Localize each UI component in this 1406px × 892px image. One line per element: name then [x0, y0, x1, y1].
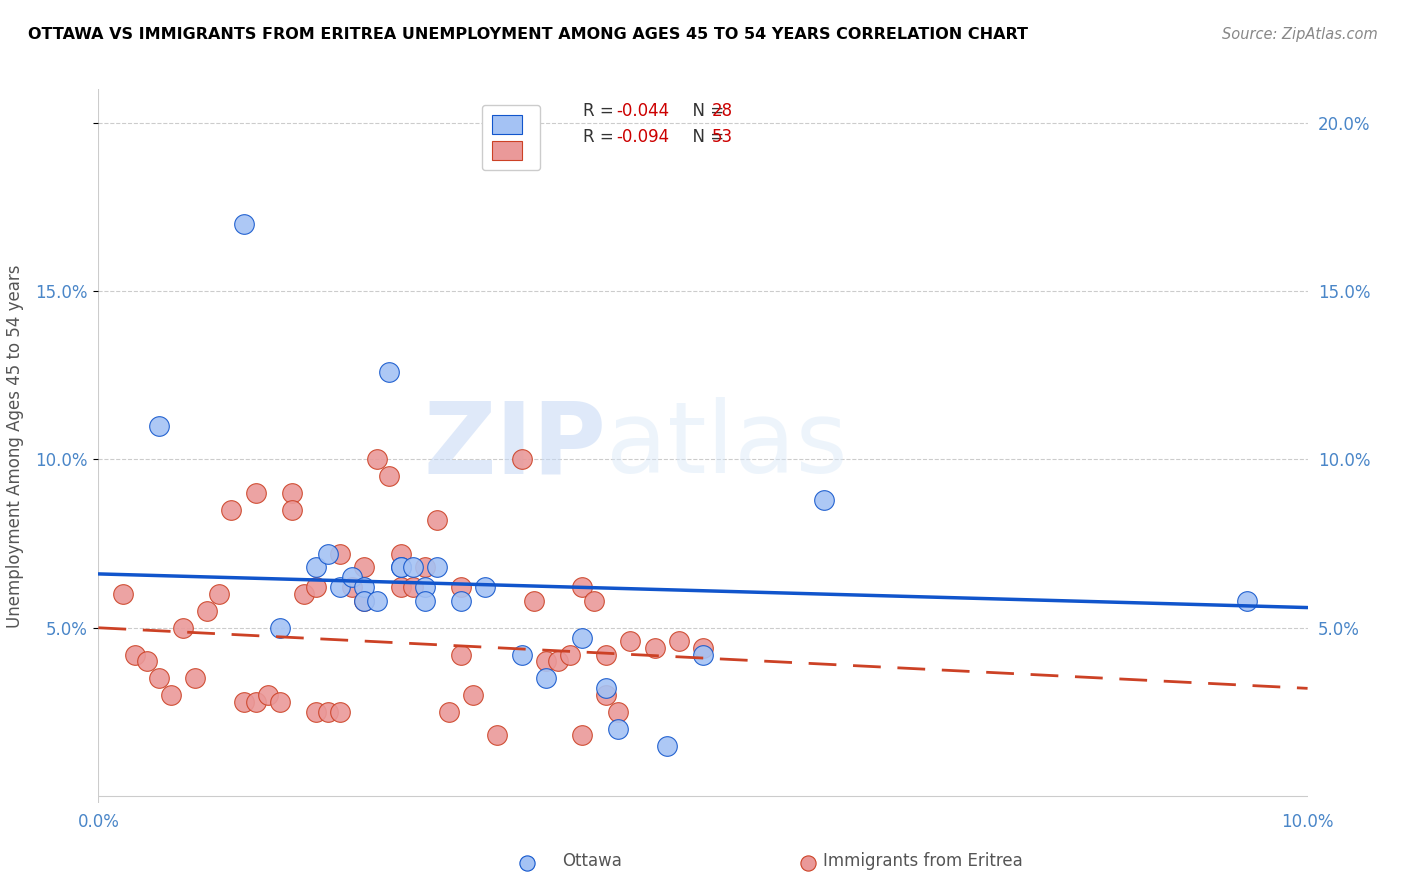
Point — [426, 560, 449, 574]
Point — [402, 580, 425, 594]
Point — [377, 469, 399, 483]
Point — [160, 688, 183, 702]
Point — [619, 634, 641, 648]
Point — [571, 729, 593, 743]
Point — [1236, 594, 1258, 608]
Point — [813, 492, 835, 507]
Point — [366, 452, 388, 467]
Text: OTTAWA VS IMMIGRANTS FROM ERITREA UNEMPLOYMENT AMONG AGES 45 TO 54 YEARS CORRELA: OTTAWA VS IMMIGRANTS FROM ERITREA UNEMPL… — [28, 27, 1028, 42]
Point — [413, 594, 436, 608]
Point — [413, 560, 436, 574]
Text: atlas: atlas — [606, 398, 848, 494]
Point — [329, 547, 352, 561]
Point — [342, 580, 364, 594]
Point — [571, 631, 593, 645]
Point — [474, 580, 496, 594]
Point — [797, 855, 820, 870]
Point — [437, 705, 460, 719]
Point — [316, 547, 339, 561]
Point — [195, 604, 218, 618]
Point — [607, 722, 630, 736]
Point — [366, 594, 388, 608]
Point — [692, 648, 714, 662]
Text: N =: N = — [682, 128, 730, 146]
Point — [305, 705, 328, 719]
Point — [305, 560, 328, 574]
Point — [342, 570, 364, 584]
Text: Source: ZipAtlas.com: Source: ZipAtlas.com — [1222, 27, 1378, 42]
Text: 28: 28 — [711, 102, 733, 120]
Point — [655, 739, 678, 753]
Point — [221, 503, 243, 517]
Point — [558, 648, 581, 662]
Point — [353, 560, 375, 574]
Point — [329, 705, 352, 719]
Point — [208, 587, 231, 601]
Point — [305, 580, 328, 594]
Y-axis label: Unemployment Among Ages 45 to 54 years: Unemployment Among Ages 45 to 54 years — [7, 264, 24, 628]
Point — [607, 705, 630, 719]
Point — [450, 580, 472, 594]
Point — [148, 418, 170, 433]
Point — [413, 580, 436, 594]
Point — [353, 594, 375, 608]
Point — [245, 486, 267, 500]
Point — [281, 486, 304, 500]
Point — [269, 695, 291, 709]
Point — [523, 594, 546, 608]
Point — [111, 587, 134, 601]
Point — [510, 452, 533, 467]
Point — [595, 681, 617, 696]
Point — [534, 655, 557, 669]
Point — [148, 671, 170, 685]
Point — [583, 594, 606, 608]
Point — [353, 594, 375, 608]
Point — [292, 587, 315, 601]
Text: R =: R = — [583, 128, 620, 146]
Point — [595, 688, 617, 702]
Point — [329, 580, 352, 594]
Point — [389, 547, 412, 561]
Point — [571, 580, 593, 594]
Point — [316, 705, 339, 719]
Point — [232, 695, 254, 709]
Point — [172, 621, 194, 635]
Point — [389, 560, 412, 574]
Point — [256, 688, 278, 702]
Text: ZIP: ZIP — [423, 398, 606, 494]
Point — [510, 648, 533, 662]
Point — [377, 365, 399, 379]
Point — [269, 621, 291, 635]
Text: N =: N = — [682, 102, 730, 120]
Point — [668, 634, 690, 648]
Text: -0.044: -0.044 — [616, 102, 669, 120]
Text: Ottawa: Ottawa — [562, 852, 623, 870]
Text: 53: 53 — [711, 128, 733, 146]
Point — [450, 648, 472, 662]
Point — [547, 655, 569, 669]
Point — [245, 695, 267, 709]
Point — [486, 729, 509, 743]
Point — [124, 648, 146, 662]
Text: Immigrants from Eritrea: Immigrants from Eritrea — [823, 852, 1022, 870]
Point — [353, 580, 375, 594]
Point — [450, 594, 472, 608]
Point — [232, 217, 254, 231]
Point — [644, 640, 666, 655]
Point — [463, 688, 485, 702]
Point — [595, 648, 617, 662]
Legend: , : , — [482, 104, 540, 169]
Point — [389, 560, 412, 574]
Point — [516, 855, 538, 870]
Point — [389, 580, 412, 594]
Point — [426, 513, 449, 527]
Point — [135, 655, 157, 669]
Point — [692, 640, 714, 655]
Point — [534, 671, 557, 685]
Point — [402, 560, 425, 574]
Point — [281, 503, 304, 517]
Text: R =: R = — [583, 102, 620, 120]
Point — [184, 671, 207, 685]
Text: -0.094: -0.094 — [616, 128, 669, 146]
